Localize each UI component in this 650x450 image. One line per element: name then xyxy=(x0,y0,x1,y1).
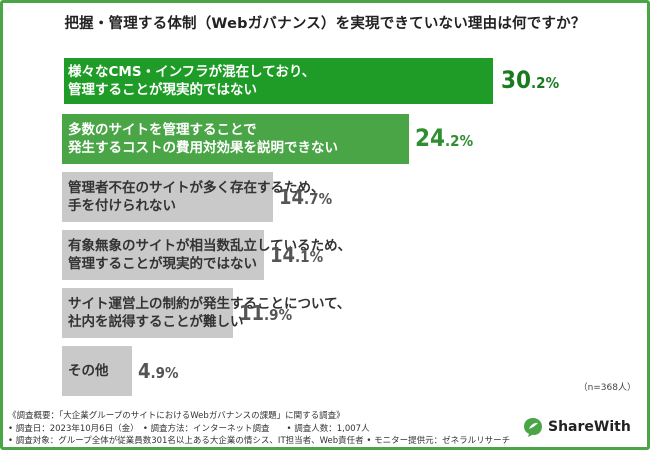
survey-overview: 《調査概要：「大企業グループのサイトにおけるWebガバナンスの課題」に関する調査… xyxy=(8,411,345,421)
sharewith-logo: ShareWith xyxy=(522,416,631,438)
leaf-speech-bubble-icon xyxy=(524,418,542,437)
brand-name: ShareWith xyxy=(548,419,631,435)
bar-value-3: 14.7% xyxy=(279,184,333,209)
bar-label-2: 多数のサイトを管理することで 発生するコストの費用対効果を説明できない xyxy=(68,122,338,156)
survey-details: • 調査日：2023年10月6日（金） • 調査方法：インターネット調査 • 調… xyxy=(8,424,370,434)
bar-6 xyxy=(62,346,132,396)
bar-1 xyxy=(62,56,495,106)
bar-label-3: 管理者不在のサイトが多く存在するため、 手を付けられない xyxy=(68,180,325,214)
bar-2 xyxy=(62,114,409,164)
bar-3 xyxy=(62,172,273,222)
bar-value-1: 30.2% xyxy=(501,66,560,94)
bar-label-4: 有象無象のサイトが相当数乱立しているため、 管理することが現実的ではない xyxy=(68,238,352,272)
bar-value-2: 24.2% xyxy=(415,124,474,152)
bar-value-4: 14.1% xyxy=(270,242,324,267)
bar-4 xyxy=(62,230,264,280)
bar-label-1: 様々なCMS・インフラが混在しており、 管理することが現実的ではない xyxy=(68,64,316,98)
chart-title: 把握・管理する体制（Webガバナンス）を実現できていない理由は何ですか？ xyxy=(64,16,586,32)
bar-label-5: サイト運営上の制約が発生することについて、 社内を説得することが難しい xyxy=(68,296,351,330)
bar-5 xyxy=(62,288,233,338)
survey-target: • 調査対象：グループ全体が従業員数301名以上ある大企業の情シス、IT担当者、… xyxy=(8,436,511,446)
bar-value-5: 11.9% xyxy=(239,300,293,325)
bar-label-6: その他 xyxy=(68,363,109,379)
bar-value-6: 4.9% xyxy=(138,358,179,383)
sample-size: （n=368人） xyxy=(578,383,636,393)
